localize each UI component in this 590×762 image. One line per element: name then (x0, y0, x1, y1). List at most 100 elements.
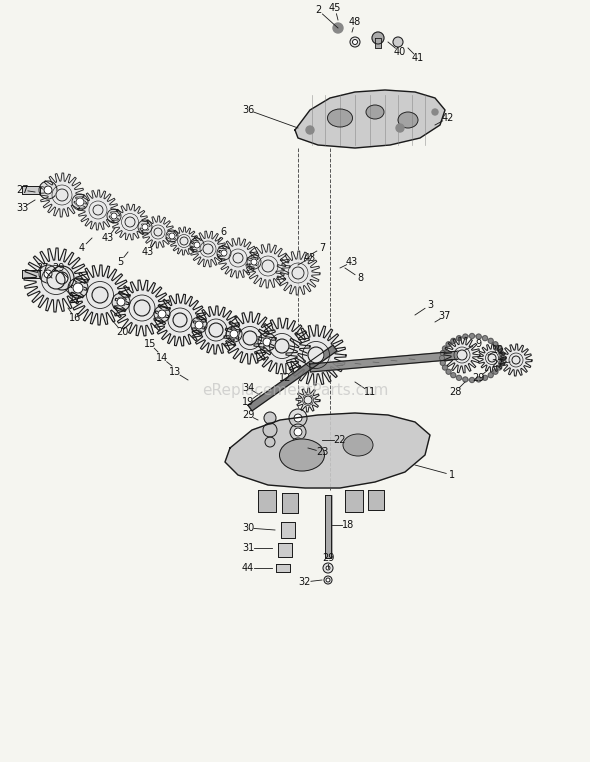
Bar (325, 495, 332, 558)
Ellipse shape (366, 105, 384, 119)
Circle shape (488, 338, 493, 344)
Circle shape (442, 365, 447, 370)
Text: 12: 12 (279, 373, 291, 383)
Circle shape (290, 424, 306, 440)
Text: 40: 40 (394, 47, 406, 57)
Circle shape (233, 253, 243, 263)
Text: 36: 36 (242, 105, 254, 115)
Bar (282, 493, 298, 513)
Ellipse shape (343, 434, 373, 456)
Circle shape (275, 339, 289, 353)
Text: 48: 48 (349, 17, 361, 27)
Circle shape (203, 244, 213, 254)
Circle shape (476, 377, 481, 382)
Polygon shape (254, 318, 310, 374)
Circle shape (463, 377, 468, 382)
Circle shape (457, 376, 461, 380)
Circle shape (166, 230, 178, 242)
Bar (281, 522, 295, 538)
Circle shape (440, 360, 445, 366)
Polygon shape (40, 173, 84, 217)
Text: 30: 30 (242, 523, 254, 533)
Circle shape (289, 409, 307, 427)
Bar (22, 186, 40, 194)
Text: 15: 15 (144, 339, 156, 349)
Bar (368, 490, 384, 510)
Text: 14: 14 (156, 353, 168, 363)
Text: 23: 23 (316, 447, 328, 457)
Circle shape (291, 438, 305, 452)
Circle shape (72, 194, 88, 210)
Circle shape (326, 578, 330, 582)
Text: 43: 43 (142, 247, 154, 257)
Circle shape (476, 334, 481, 339)
Circle shape (209, 323, 223, 337)
Circle shape (352, 40, 358, 44)
Circle shape (251, 259, 257, 265)
Circle shape (264, 412, 276, 424)
Circle shape (180, 237, 188, 245)
Circle shape (483, 336, 487, 341)
Text: 34: 34 (242, 383, 254, 393)
Circle shape (142, 224, 148, 230)
Circle shape (446, 342, 451, 347)
Circle shape (39, 265, 57, 283)
Circle shape (499, 351, 504, 356)
Circle shape (493, 370, 498, 374)
Circle shape (308, 347, 324, 363)
Circle shape (56, 189, 68, 201)
Circle shape (138, 220, 152, 234)
Circle shape (92, 287, 108, 303)
Text: 41: 41 (412, 53, 424, 63)
Polygon shape (444, 337, 480, 373)
Circle shape (112, 293, 130, 311)
Circle shape (73, 283, 83, 293)
Circle shape (512, 356, 520, 364)
Circle shape (497, 346, 502, 351)
Text: 29: 29 (52, 263, 64, 273)
Text: 6: 6 (220, 227, 226, 237)
Text: 33: 33 (16, 203, 28, 213)
Circle shape (93, 205, 103, 215)
Circle shape (262, 260, 274, 272)
Circle shape (76, 198, 84, 206)
Circle shape (497, 365, 502, 370)
Circle shape (440, 351, 445, 356)
Text: 45: 45 (329, 3, 341, 13)
Circle shape (499, 360, 504, 366)
Circle shape (446, 370, 451, 374)
Circle shape (230, 330, 238, 338)
Text: 32: 32 (299, 577, 311, 587)
Circle shape (326, 566, 330, 570)
Circle shape (393, 37, 403, 47)
Polygon shape (218, 238, 258, 278)
Polygon shape (170, 227, 198, 255)
Circle shape (265, 437, 275, 447)
Polygon shape (478, 344, 506, 372)
Bar (258, 490, 276, 512)
Bar (345, 490, 363, 512)
Polygon shape (310, 351, 460, 372)
Circle shape (292, 267, 304, 279)
Text: 19: 19 (242, 397, 254, 407)
Text: 17: 17 (69, 295, 81, 305)
Circle shape (306, 126, 314, 134)
Circle shape (191, 317, 207, 333)
Circle shape (483, 376, 487, 380)
Polygon shape (78, 190, 118, 230)
Circle shape (190, 238, 204, 252)
Circle shape (111, 213, 117, 219)
Text: 9: 9 (475, 339, 481, 349)
Circle shape (323, 563, 333, 573)
Circle shape (451, 338, 456, 344)
Circle shape (117, 298, 125, 306)
Text: 20: 20 (116, 327, 128, 337)
Circle shape (50, 266, 74, 290)
Text: 29: 29 (242, 410, 254, 420)
Text: 43: 43 (102, 233, 114, 243)
Circle shape (500, 356, 504, 360)
Circle shape (488, 354, 496, 362)
Polygon shape (190, 231, 226, 267)
Polygon shape (248, 345, 337, 411)
Circle shape (324, 576, 332, 584)
